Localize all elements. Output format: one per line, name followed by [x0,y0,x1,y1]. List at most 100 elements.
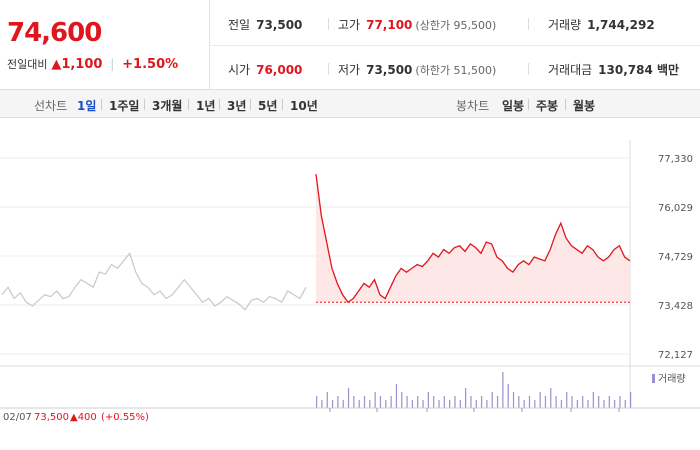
volume-bar [331,400,334,408]
footer-percent: (+0.55%) [101,412,149,423]
volume-bar [438,400,440,408]
price-chart: 77,330 76,029 74,729 73,428 72,127 02/0810:0… [0,140,700,412]
volume-bar [379,396,382,408]
change-label: 전일대비 [7,58,48,71]
period-10y[interactable]: 10년 [290,99,318,113]
volume-bar [369,400,371,408]
volume-legend-swatch [652,374,655,383]
volume-bar [347,388,350,408]
volume-bar [326,392,328,408]
period-separator [250,99,251,110]
y-tick-label: 77,330 [658,154,693,165]
today-price-line [315,174,631,304]
volume-bar [406,396,408,408]
today-series [315,174,631,304]
volume-bar [422,400,424,408]
y-axis: 77,330 76,029 74,729 73,428 72,127 [658,154,693,361]
volume-bar [363,396,366,408]
volume-bar [512,392,515,408]
stat-separator [328,18,329,30]
prev-day-price-line [1,252,307,311]
volume-bar [358,400,360,408]
period-separator [188,99,189,110]
volume-bar [555,396,557,408]
change-arrow: ▲ [51,57,62,72]
volume-bar [528,396,531,408]
stats-row-divider [210,45,700,46]
volume-bar [342,400,344,408]
volume-bar [582,396,584,408]
volume-bar [523,400,525,408]
volume-bar [592,392,594,408]
volume-bar [321,400,323,408]
volume-bar [560,400,563,408]
change-line: 전일대비 ▲1,100 | +1.50% [7,56,178,72]
volume-bar [603,400,605,408]
volume-bar [491,392,493,408]
volume-bar [496,396,499,408]
period-separator [565,99,566,110]
stat-separator [528,63,529,75]
volume-bar [454,396,456,408]
y-tick-label: 73,428 [658,301,693,312]
volume-bar [470,396,472,408]
candle-chart-label: 봉차트 [456,99,490,113]
stat-separator [328,63,329,75]
volume-legend: 거래량 [652,373,686,385]
candle-daily[interactable]: 일봉 [502,99,525,113]
current-price: 74,600 [7,18,102,48]
volume-bar [374,392,376,408]
volume-bar [337,396,339,408]
period-1d[interactable]: 1일 [77,99,97,113]
volume-bar [385,400,387,408]
candle-monthly[interactable]: 월봉 [573,99,596,113]
stat-open: 시가 76,000 [228,63,303,77]
period-1y[interactable]: 1년 [196,99,216,113]
y-tick-label: 72,127 [658,350,693,361]
volume-bar [534,400,536,408]
volume-bar [449,400,451,408]
stat-separator [528,18,529,30]
volume-bar [608,396,610,408]
volume-bar [539,392,541,408]
period-3m[interactable]: 3개월 [152,99,183,113]
volume-bar [316,396,318,408]
volume-bar [465,388,467,408]
volume-bar [576,400,578,408]
y-tick-label: 74,729 [658,252,693,263]
period-1w[interactable]: 1주일 [109,99,140,113]
period-separator [528,99,529,110]
volume-bar [518,396,520,408]
volume-bar [502,372,504,408]
volume-bar [598,396,600,408]
volume-bar [443,396,445,408]
period-3y[interactable]: 3년 [227,99,247,113]
volume-bar [507,384,509,408]
stat-high: 고가 77,100 (상한가 95,500) [338,18,497,32]
period-separator [282,99,283,110]
y-tick-label: 76,029 [658,203,693,214]
period-bar: 선차트 1일 1주일 3개월 1년 3년 5년 10년 봉차트 일봉 주봉 월봉 [0,90,700,118]
volume-bar [619,396,621,408]
volume-bar [550,388,552,408]
line-chart-label: 선차트 [34,99,68,113]
stat-volume: 거래량 1,744,292 [548,18,655,32]
volume-legend-label: 거래량 [658,373,686,385]
footer-price: 73,500 [34,412,69,423]
volume-bar [587,400,589,408]
footer-change: ▲400 [70,412,97,423]
change-percent: +1.50% [122,57,179,72]
today-price-area [316,174,630,303]
volume-bar [566,392,568,408]
volume-bar [401,392,403,408]
volume-bar [459,400,461,408]
candle-weekly[interactable]: 주봉 [536,99,559,113]
volume-bar [475,400,477,408]
volume-bar [427,392,429,408]
volume-bar [417,396,419,408]
x-axis: 02/0810:0011:0012:0013:0014:0015:00 [329,408,620,412]
volume-bar [544,396,547,408]
period-5y[interactable]: 5년 [258,99,278,113]
footer-date: 02/07 [3,412,32,423]
volume-bar [433,396,435,408]
